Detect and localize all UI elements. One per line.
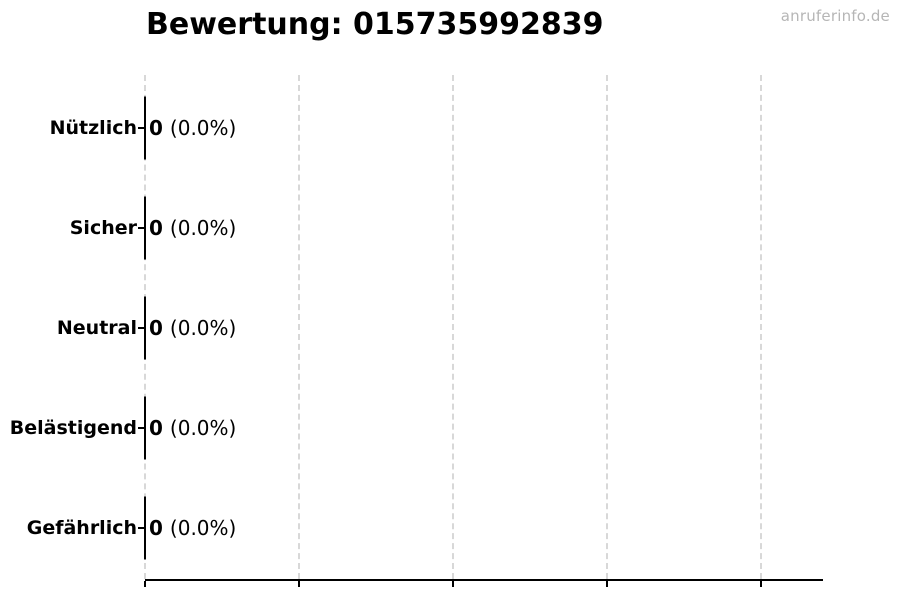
bar-percent: (0.0%) — [169, 516, 237, 540]
x-gridline — [298, 75, 300, 579]
bar-value-label: 0 (0.0%) — [149, 216, 236, 240]
x-axis-tick — [452, 581, 454, 587]
zero-width-bar — [144, 296, 146, 360]
bar-percent: (0.0%) — [169, 116, 237, 140]
bar-value-label: 0 (0.0%) — [149, 516, 236, 540]
y-axis-tick — [138, 127, 145, 129]
bar-count: 0 — [149, 216, 163, 240]
x-axis-tick — [760, 581, 762, 587]
category-label: Gefährlich — [26, 517, 137, 539]
chart-row: Nützlich 0 (0.0%) — [0, 78, 900, 178]
chart-row: Gefährlich 0 (0.0%) — [0, 478, 900, 578]
chart-row: Belästigend 0 (0.0%) — [0, 378, 900, 478]
watermark-anruferinfo: anruferinfo.de — [780, 7, 890, 25]
zero-width-bar — [144, 196, 146, 260]
y-axis-tick — [138, 227, 145, 229]
bar-percent: (0.0%) — [169, 416, 237, 440]
bar-percent: (0.0%) — [169, 316, 237, 340]
y-axis-tick — [138, 327, 145, 329]
zero-width-bar — [144, 496, 146, 560]
zero-width-bar — [144, 396, 146, 460]
y-axis-tick — [138, 527, 145, 529]
category-label: Neutral — [56, 317, 137, 339]
category-label: Nützlich — [49, 117, 137, 139]
x-gridline — [606, 75, 608, 579]
bar-count: 0 — [149, 516, 163, 540]
chart-title: Bewertung: 015735992839 — [146, 7, 604, 42]
x-gridline — [452, 75, 454, 579]
bar-count: 0 — [149, 116, 163, 140]
bar-percent: (0.0%) — [169, 216, 237, 240]
chart-row: Neutral 0 (0.0%) — [0, 278, 900, 378]
x-axis-line — [145, 579, 823, 581]
x-axis-tick — [606, 581, 608, 587]
zero-width-bar — [144, 96, 146, 160]
category-label: Sicher — [69, 217, 137, 239]
x-axis-tick — [144, 581, 146, 587]
x-gridline — [760, 75, 762, 579]
x-axis-tick — [298, 581, 300, 587]
bar-value-label: 0 (0.0%) — [149, 116, 236, 140]
bar-count: 0 — [149, 416, 163, 440]
category-label: Belästigend — [9, 417, 137, 439]
bar-value-label: 0 (0.0%) — [149, 416, 236, 440]
bar-value-label: 0 (0.0%) — [149, 316, 236, 340]
chart-row: Sicher 0 (0.0%) — [0, 178, 900, 278]
bar-count: 0 — [149, 316, 163, 340]
y-axis-tick — [138, 427, 145, 429]
